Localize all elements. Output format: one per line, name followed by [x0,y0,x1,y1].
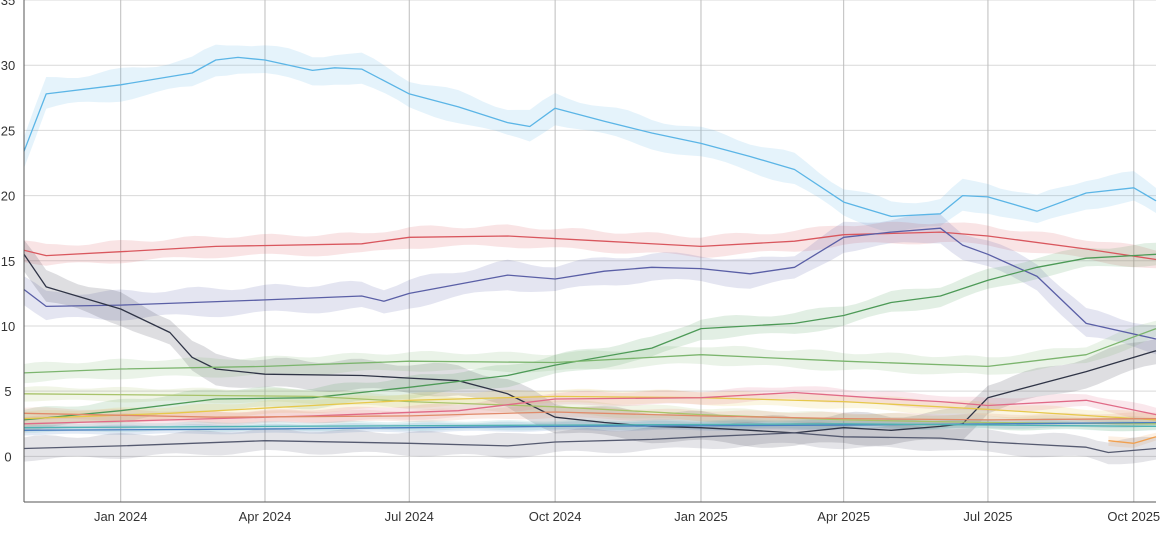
x-tick-label-3: Oct 2024 [529,509,582,524]
series-line-olive [23,393,1157,425]
series-line-green [23,253,1157,421]
series-line-gray-bottom [23,432,1157,454]
axes [23,0,1156,503]
series-line-salmon [23,411,1157,421]
series-line-yellow [23,395,1157,421]
band-light-green [24,320,1156,384]
series-line-red [23,231,1157,261]
x-tick-label-4: Jan 2025 [674,509,728,524]
y-tick-labels: 0 5 10 15 20 25 30 35 [1,0,15,464]
y-tick-label-30: 30 [1,58,15,73]
series-line-light-green [23,327,1157,374]
y-tick-label-0: 0 [4,449,11,464]
y-tick-label-5: 5 [4,384,11,399]
x-tick-label-5: Apr 2025 [817,509,870,524]
band-navy [24,213,1156,355]
y-tick-label-10: 10 [1,319,15,334]
x-tick-label-6: Jul 2025 [963,509,1012,524]
band-gray-bottom [24,422,1156,465]
series-line-navy [23,227,1157,340]
x-tick-label-1: Apr 2024 [239,509,292,524]
series-lines [23,56,1157,454]
band-green [24,242,1156,432]
band-light-blue [24,44,1156,233]
y-tick-label-20: 20 [1,189,15,204]
x-tick-labels: Jan 2024 Apr 2024 Jul 2024 Oct 2024 Jan 2025… [94,509,1160,524]
band-salmon [24,406,1156,426]
band-orange [1108,432,1156,448]
y-tick-label-15: 15 [1,254,15,269]
y-tick-label-35: 35 [1,0,15,8]
y-tick-label-25: 25 [1,123,15,138]
horizontal-gridlines [24,0,1156,457]
series-line-orange [1108,436,1157,444]
series-line-teal [23,423,1157,429]
x-tick-label-0: Jan 2024 [94,509,148,524]
series-line-light-blue [23,56,1157,218]
x-tick-label-7: Oct 2025 [1107,509,1160,524]
x-tick-label-2: Jul 2024 [385,509,434,524]
